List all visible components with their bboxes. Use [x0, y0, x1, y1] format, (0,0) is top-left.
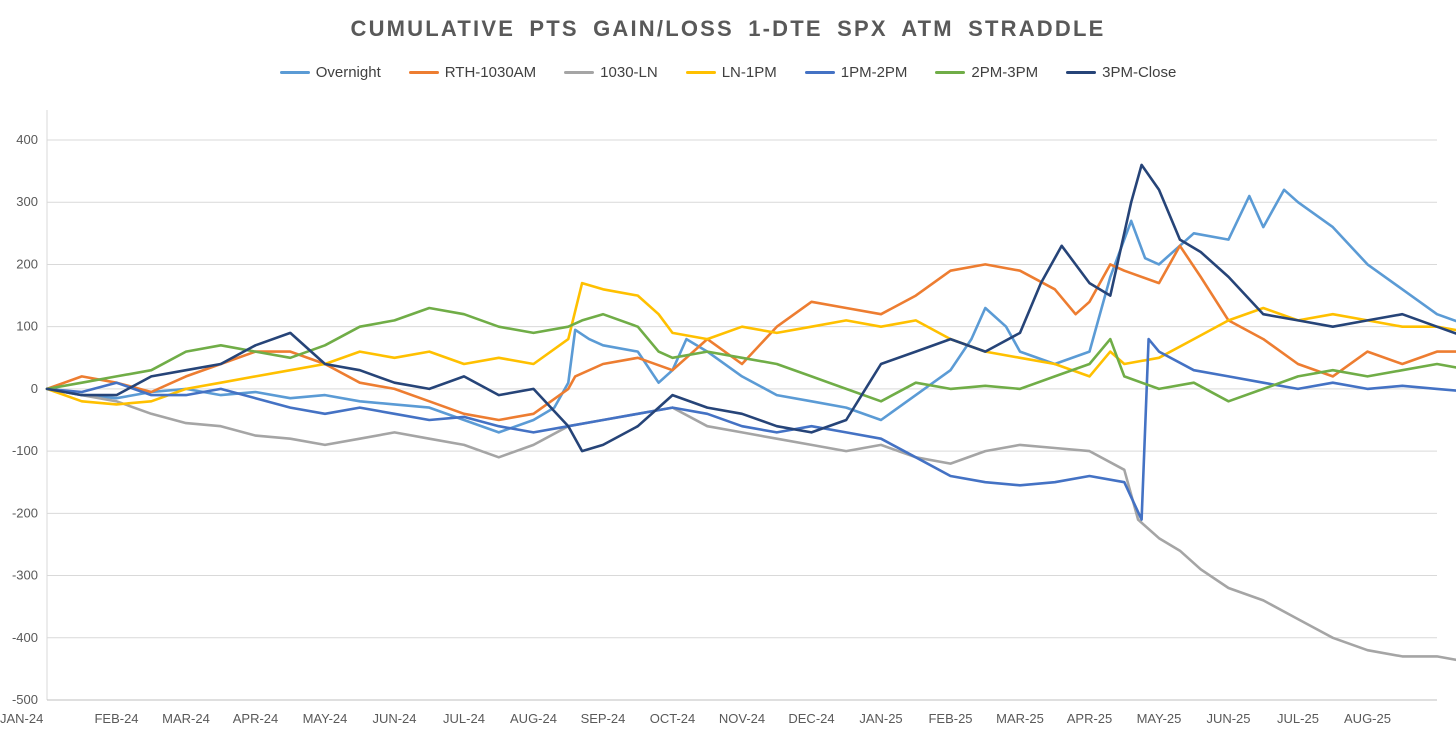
legend-swatch [935, 71, 966, 74]
legend-item: 1030-LN [564, 64, 658, 81]
legend-item: LN-1PM [685, 64, 777, 81]
x-tick-label: FEB-24 [94, 711, 138, 726]
legend-label: 2PM-3PM [971, 64, 1039, 81]
y-tick-label: -100 [12, 443, 38, 458]
series-line-3pm-close [45, 163, 1456, 453]
legend-swatch [1066, 71, 1097, 74]
y-tick-label: 300 [16, 194, 38, 209]
x-tick-label: MAR-25 [996, 711, 1044, 726]
x-tick-label: JUL-24 [443, 711, 485, 726]
x-tick-label: JAN-24 [0, 711, 43, 726]
x-tick-label: SEP-24 [581, 711, 626, 726]
x-tick-label: NOV-24 [719, 711, 765, 726]
legend-swatch [804, 71, 835, 74]
legend-label: Overnight [315, 64, 381, 81]
x-tick-label: MAR-24 [162, 711, 210, 726]
legend-label: LN-1PM [721, 64, 777, 81]
x-tick-label: AUG-24 [510, 711, 557, 726]
legend-item: Overnight [279, 64, 381, 81]
series-line-rth-1030am [45, 244, 1456, 422]
y-tick-label: 400 [16, 132, 38, 147]
legend-swatch [564, 71, 595, 74]
legend-swatch [685, 71, 716, 74]
y-tick-label: -500 [12, 692, 38, 707]
legend-swatch [408, 71, 439, 74]
x-tick-label: JUN-25 [1206, 711, 1250, 726]
y-tick-label: -200 [12, 505, 38, 520]
x-tick-label: JUL-25 [1277, 711, 1319, 726]
legend-label: 3PM-Close [1102, 64, 1177, 81]
series-line-2pm-3pm [45, 306, 1456, 403]
legend-item: 1PM-2PM [804, 64, 908, 81]
x-tick-label: JAN-25 [859, 711, 902, 726]
legend-item: RTH-1030AM [408, 64, 537, 81]
series-line-1pm-2pm [45, 337, 1456, 521]
x-tick-label: DEC-24 [788, 711, 834, 726]
x-tick-label: FEB-25 [928, 711, 972, 726]
x-tick-label: APR-24 [233, 711, 279, 726]
x-tick-label: JUN-24 [372, 711, 416, 726]
x-tick-label: APR-25 [1067, 711, 1113, 726]
x-tick-label: OCT-24 [650, 711, 696, 726]
legend-item: 3PM-Close [1066, 64, 1176, 81]
x-tick-label: MAY-24 [303, 711, 348, 726]
y-tick-label: -300 [12, 568, 38, 583]
legend-label: 1PM-2PM [840, 64, 908, 81]
series-line-ln-1pm [45, 281, 1456, 406]
y-tick-label: 200 [16, 256, 38, 271]
legend-swatch [279, 71, 310, 74]
y-tick-label: 100 [16, 319, 38, 334]
series-line-1030-ln [45, 387, 1456, 662]
chart-title: CUMULATIVE PTS GAIN/LOSS 1-DTE SPX ATM S… [350, 16, 1106, 41]
y-tick-label: -400 [12, 630, 38, 645]
x-tick-label: MAY-25 [1137, 711, 1182, 726]
legend-label: 1030-LN [600, 64, 658, 81]
legend-label: RTH-1030AM [444, 64, 537, 81]
series-line-overnight [45, 188, 1456, 434]
chart-legend: Overnight RTH-1030AM 1030-LN LN-1PM 1PM-2PM 2… [0, 64, 1456, 81]
y-tick-label: 0 [31, 381, 38, 396]
x-tick-label: AUG-25 [1344, 711, 1391, 726]
legend-item: 2PM-3PM [935, 64, 1038, 81]
